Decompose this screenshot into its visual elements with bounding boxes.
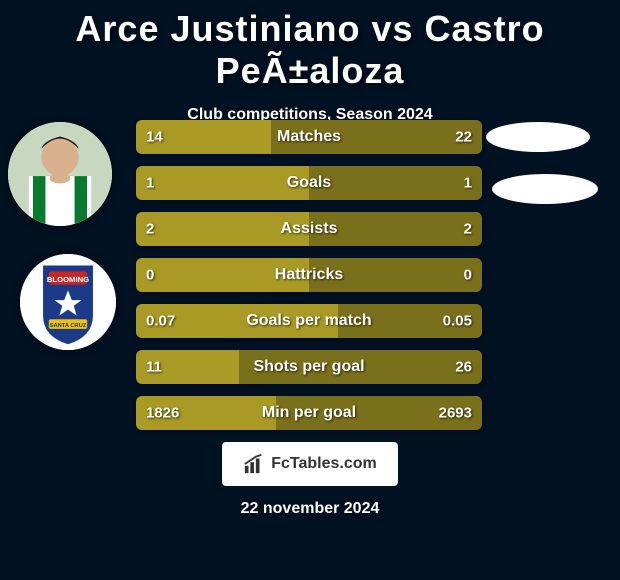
- stat-left-value: 2: [146, 221, 154, 238]
- bar-segment-right: [309, 166, 482, 200]
- stat-right-value: 22: [455, 129, 472, 146]
- opponent-avatar-placeholder-1: [486, 122, 590, 152]
- stat-label: Hattricks: [275, 266, 343, 284]
- stat-left-value: 14: [146, 129, 163, 146]
- stat-label: Matches: [277, 128, 341, 146]
- stat-bar-shots-per-goal: 11 26 Shots per goal: [136, 350, 482, 384]
- stat-right-value: 26: [455, 359, 472, 376]
- club-badge-icon: BLOOMING SANTA CRUZ: [20, 254, 116, 350]
- stat-label: Min per goal: [262, 404, 356, 422]
- stat-right-value: 2693: [439, 405, 472, 422]
- stat-left-value: 0: [146, 267, 154, 284]
- stat-bar-goals-per-match: 0.07 0.05 Goals per match: [136, 304, 482, 338]
- footer-date: 22 november 2024: [241, 500, 380, 518]
- svg-text:SANTA CRUZ: SANTA CRUZ: [50, 323, 87, 329]
- stat-bar-matches: 14 22 Matches: [136, 120, 482, 154]
- stat-bar-hattricks: 0 0 Hattricks: [136, 258, 482, 292]
- stat-left-value: 11: [146, 359, 162, 376]
- brand-logo: FcTables.com: [222, 442, 398, 486]
- comparison-bars: 1422Matches11Goals22Assists00Hattricks0.…: [136, 120, 482, 442]
- chart-icon: [243, 453, 265, 475]
- stat-right-value: 2: [464, 221, 472, 238]
- opponent-avatar-placeholder-2: [492, 174, 598, 204]
- stat-left-value: 1826: [146, 405, 179, 422]
- stat-label: Goals: [287, 174, 331, 192]
- stat-bar-assists: 2 2 Assists: [136, 212, 482, 246]
- player-avatar-icon: [8, 122, 112, 226]
- stat-left-value: 1: [146, 175, 154, 192]
- stat-label: Goals per match: [246, 312, 371, 330]
- stat-right-value: 0.05: [443, 313, 472, 330]
- stat-right-value: 0: [464, 267, 472, 284]
- stat-bar-min-per-goal: 1826 2693 Min per goal: [136, 396, 482, 430]
- stat-label: Shots per goal: [253, 358, 364, 376]
- club-avatar: BLOOMING SANTA CRUZ: [20, 254, 116, 350]
- stat-right-value: 1: [464, 175, 472, 192]
- brand-text: FcTables.com: [271, 455, 377, 473]
- stat-label: Assists: [281, 220, 338, 238]
- page-title: Arce Justiniano vs Castro PeÃ±aloza: [0, 0, 620, 92]
- stat-bar-goals: 1 1 Goals: [136, 166, 482, 200]
- stat-left-value: 0.07: [146, 313, 175, 330]
- player-avatar: [8, 122, 112, 226]
- bar-segment-left: [136, 166, 309, 200]
- svg-text:BLOOMING: BLOOMING: [47, 275, 89, 284]
